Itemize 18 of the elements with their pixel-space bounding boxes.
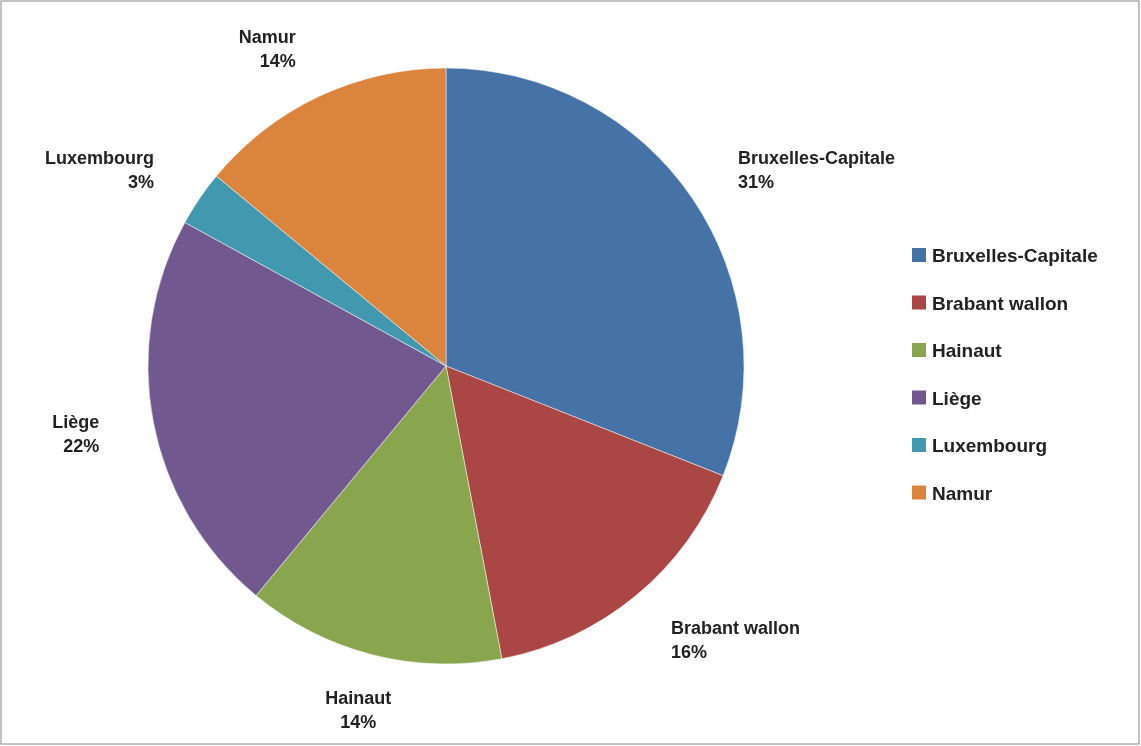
data-label: 14% xyxy=(340,712,377,733)
slice-label: Brabant wallon xyxy=(671,617,801,638)
slice-label: Liège xyxy=(52,412,100,433)
data-label: 16% xyxy=(671,642,708,663)
legend-label: Luxembourg xyxy=(932,435,1048,456)
slice-label: Namur xyxy=(238,26,296,47)
data-label: 22% xyxy=(63,436,100,457)
slice-label: Luxembourg xyxy=(45,147,155,168)
legend-label: Hainaut xyxy=(932,340,1003,361)
data-label: 31% xyxy=(737,171,774,192)
data-label: 3% xyxy=(128,171,155,192)
data-label: 14% xyxy=(259,50,296,71)
slice-label: Bruxelles-Capitale xyxy=(737,147,896,168)
legend-label: Liège xyxy=(932,387,982,409)
legend-label: Brabant wallon xyxy=(932,292,1069,314)
legend-label: Namur xyxy=(932,482,993,504)
slice-label: Hainaut xyxy=(325,687,392,708)
legend-label: Bruxelles-Capitale xyxy=(932,245,1098,266)
